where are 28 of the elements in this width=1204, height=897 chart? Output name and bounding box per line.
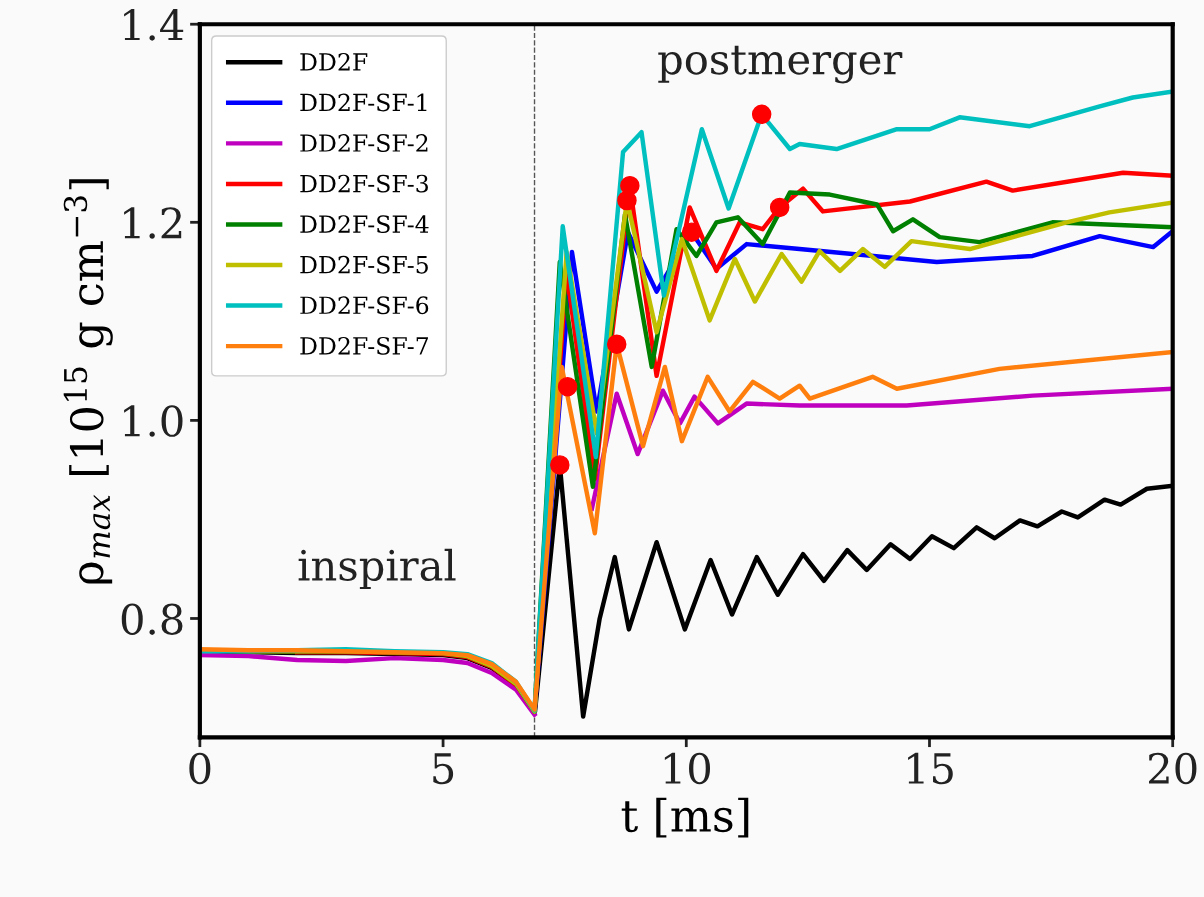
x-tick-label: 5 [433,753,454,785]
legend-label: DD2F [300,52,368,71]
legend-label: DD2F-SF-7 [300,336,428,355]
legend-label: DD2F-SF-2 [300,134,428,152]
point [606,334,627,354]
legend-label: DD2F-SF-6 [300,296,429,315]
y-axis-title: ρ$_{max}$ [10$^{15}$ g cm$^{−3}$] [63,179,113,584]
point [751,104,772,125]
point [620,175,640,196]
annotation: postmerger [658,45,903,84]
x-axis-title: t [ms] [621,797,749,838]
legend-label: DD2F-SF-3 [300,174,428,193]
point [681,222,702,242]
legend-label: DD2F-SF-5 [300,255,428,274]
legend-label: DD2F-SF-1 [300,93,427,112]
y-tick-label: 1.0 [124,405,183,437]
point [769,197,790,218]
x-tick-label: 10 [664,752,711,785]
x-tick-label: 15 [908,752,953,785]
legend-label: DD2F-SF-4 [300,215,429,234]
x-tick-label: 20 [1149,752,1197,785]
point [550,455,570,475]
annotation: inspiral [298,548,456,590]
point [557,376,578,397]
y-tick-label: 0.8 [121,603,183,635]
y-tick-label: 1.2 [124,207,182,239]
y-tick-label: 1.4 [124,9,184,41]
x-tick-label: 0 [189,752,211,785]
